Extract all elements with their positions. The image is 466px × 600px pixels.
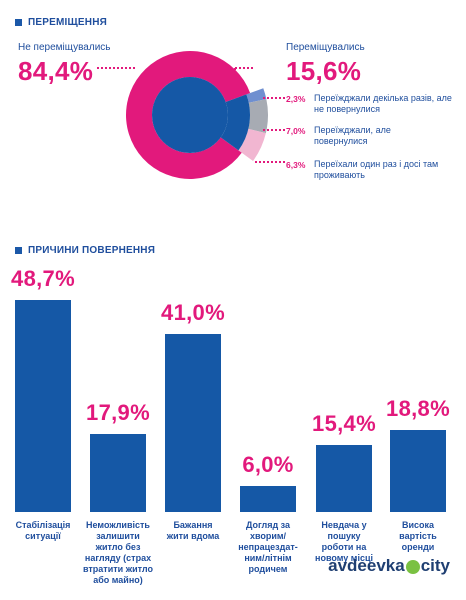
green-dot-icon (405, 560, 420, 574)
donut-slice-1 (246, 88, 267, 103)
bar-category-label-6: Висока вартість оренди (399, 520, 437, 552)
bar-2 (90, 434, 146, 512)
breakdown-2-pct: 7,0% (286, 126, 306, 136)
displacement-donut (97, 51, 285, 179)
breakdown-1-pct: 2,3% (286, 94, 306, 104)
bar-category-label-3: Бажання жити вдома (166, 520, 220, 541)
bar-value-label-1: 48,7% (11, 266, 75, 291)
donut-slice-2 (248, 99, 268, 134)
section-title-displacement: ПЕРЕМІЩЕННЯ (15, 17, 107, 28)
bar-1 (15, 300, 71, 512)
bar-5 (316, 444, 372, 512)
donut-slice-not-moved (126, 51, 251, 179)
moved-label: Переміщувались (286, 42, 365, 53)
bar-value-label-5: 15,4% (312, 410, 376, 436)
bar-value-label-3: 41,0% (161, 299, 225, 325)
breakdown-3-text: Переїхали один раз і досі там проживають (314, 159, 439, 180)
bar-6 (390, 430, 446, 512)
moved-value: 15,6% (286, 56, 362, 86)
watermark-logo: avdeevka city (328, 556, 450, 576)
bar-value-label-2: 17,9% (86, 400, 150, 426)
bar-category-label-5: Невдача у пошуку роботи на новому місці (315, 520, 373, 563)
bar-category-label-1: Стабілізація ситуації (15, 520, 71, 541)
not-moved-label: Не переміщувались (18, 42, 111, 53)
bar-value-label-6: 18,8% (386, 396, 450, 422)
bar-4 (240, 485, 296, 512)
breakdown-1-text: Переїжджали декілька разів, але не повер… (314, 93, 452, 114)
not-moved-value: 84,4% (18, 56, 94, 86)
bar-category-label-2: Неможливість залишити житло без нагляду … (82, 520, 153, 585)
donut-slice-moved (220, 94, 250, 151)
breakdown-2-text: Переїжджали, але повернулися (314, 125, 391, 146)
section-square-icon (15, 19, 22, 26)
bar-category-label-4: Догляд за хворим/ непрацездат- ним/літні… (238, 520, 298, 574)
donut-slice-3 (238, 128, 266, 161)
watermark-suffix: city (420, 556, 450, 575)
breakdown-3-pct: 6,3% (286, 160, 306, 170)
section-title-text: ПРИЧИНИ ПОВЕРНЕННЯ (28, 245, 156, 256)
section-square-icon (15, 247, 22, 254)
section-title-text: ПЕРЕМІЩЕННЯ (28, 17, 107, 28)
watermark-prefix: avdeevka (328, 556, 405, 575)
donut-center (152, 77, 228, 153)
bar-3 (165, 333, 221, 512)
section-title-return-reasons: ПРИЧИНИ ПОВЕРНЕННЯ (15, 245, 155, 256)
bar-value-label-4: 6,0% (242, 451, 294, 477)
